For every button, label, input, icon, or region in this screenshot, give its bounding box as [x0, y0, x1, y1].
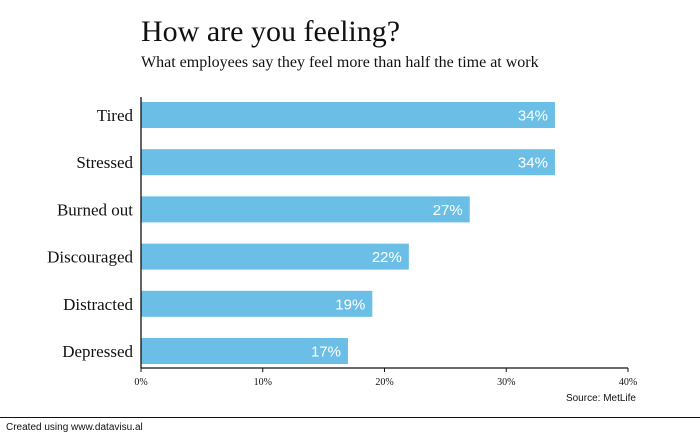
category-label: Tired	[97, 106, 134, 125]
data-label: 34%	[518, 155, 548, 172]
x-tick-label: 20%	[375, 377, 393, 388]
data-label: 34%	[518, 108, 548, 125]
chart-subtitle: What employees say they feel more than h…	[141, 54, 539, 71]
data-label: 27%	[433, 202, 463, 219]
x-axis-ticks: 0% 10% 20% 30% 40%	[134, 368, 637, 388]
footer-divider	[0, 417, 700, 418]
bar-distracted	[141, 290, 373, 317]
data-labels: 34% 34% 27% 22% 19% 17%	[311, 108, 548, 361]
bar-stressed	[141, 149, 555, 176]
x-tick-label: 30%	[497, 377, 515, 388]
data-label: 17%	[311, 344, 341, 361]
bar-depressed	[141, 338, 348, 364]
category-label: Stressed	[76, 153, 133, 172]
category-label: Distracted	[63, 295, 133, 314]
data-label: 19%	[335, 296, 365, 313]
category-label: Depressed	[62, 342, 133, 361]
footer-credit: Created using www.datavisu.al	[6, 422, 143, 433]
bar-burned-out	[141, 196, 470, 223]
bar-discouraged	[141, 243, 409, 270]
x-tick-label: 40%	[619, 377, 637, 388]
chart-title: How are you feeling?	[141, 15, 401, 48]
category-labels: Tired Stressed Burned out Discouraged Distra…	[47, 106, 133, 361]
category-label: Burned out	[57, 200, 133, 219]
x-tick-label: 10%	[254, 377, 272, 388]
x-tick-label: 0%	[134, 377, 147, 388]
category-label: Discouraged	[47, 248, 133, 267]
data-label: 22%	[372, 249, 402, 266]
bar-tired	[141, 102, 555, 128]
bars-layer	[141, 102, 555, 364]
source-note: Source: MetLife	[565, 393, 636, 404]
